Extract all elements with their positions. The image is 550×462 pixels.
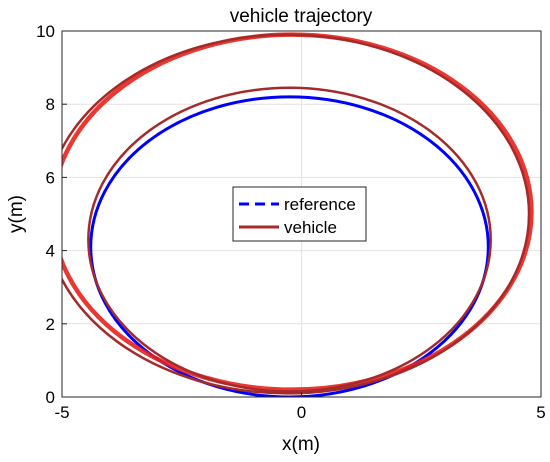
y-tick-label: 4 — [46, 242, 55, 261]
y-tick-label: 8 — [46, 95, 55, 114]
vehicle-trajectory-inner-lap — [87, 86, 492, 393]
x-axis-ticks: -5 0 5 — [54, 392, 546, 422]
legend-label-vehicle: vehicle — [284, 218, 337, 237]
legend: reference vehicle — [232, 186, 367, 242]
vehicle-trajectory-outer-lap — [62, 33, 531, 395]
trajectory-curves — [62, 32, 534, 397]
y-tick-label: 0 — [46, 388, 55, 407]
y-axis-ticks: 0 2 4 6 8 10 — [36, 22, 67, 407]
y-tick-label: 2 — [46, 315, 55, 334]
chart-title: vehicle trajectory — [230, 6, 373, 27]
x-tick-label: 5 — [536, 403, 545, 422]
y-tick-label: 10 — [36, 22, 55, 41]
legend-label-reference: reference — [284, 195, 356, 214]
x-tick-label: -5 — [54, 403, 69, 422]
y-axis-label: y(m) — [6, 195, 27, 233]
x-tick-label: 0 — [297, 403, 306, 422]
y-tick-label: 6 — [46, 168, 55, 187]
reference-trajectory — [89, 95, 490, 397]
legend-box — [232, 186, 367, 242]
x-axis-label: x(m) — [282, 434, 320, 455]
grid-lines — [62, 31, 541, 397]
